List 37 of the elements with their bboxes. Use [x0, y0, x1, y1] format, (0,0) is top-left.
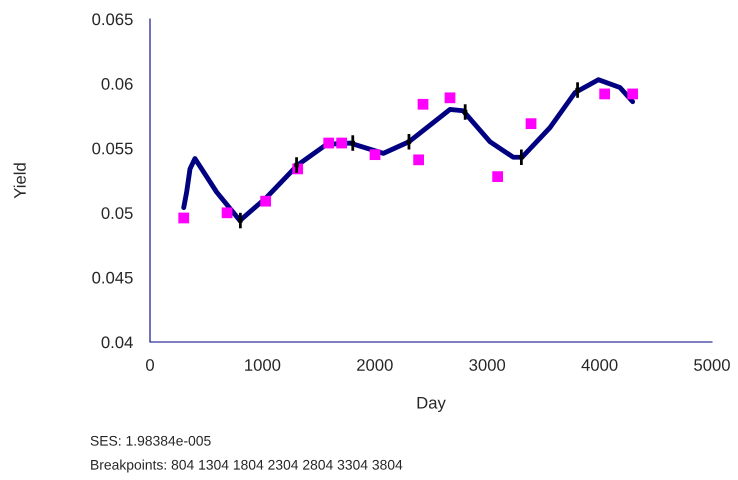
text: SES: 1.98384e-005 [90, 436, 211, 446]
point [370, 149, 380, 160]
y-tick-label: 0.06 [102, 78, 133, 90]
y-tick-label: 0.065 [92, 13, 133, 26]
point [418, 98, 428, 110]
x-tick-label: 4000 [581, 359, 618, 371]
text: Breakpoints: 804 1304 1804 2304 2804 3304 3804 [91, 460, 402, 472]
point [526, 118, 536, 130]
y-tick-label: 0.05 [102, 207, 133, 220]
x-tick-label: 3000 [469, 359, 506, 371]
point [336, 138, 348, 148]
point [627, 88, 638, 100]
point [260, 196, 272, 207]
x-tick-label: 1000 [245, 359, 280, 371]
y-tick-label: 0.045 [92, 272, 133, 284]
point [413, 154, 424, 166]
point [238, 218, 243, 223]
point [599, 88, 610, 100]
point [462, 110, 468, 114]
y-tick-label: 0.055 [92, 142, 133, 154]
x-tick-label: 5000 [694, 359, 730, 371]
point [406, 140, 412, 144]
y-tick-label: 0.04 [102, 336, 133, 348]
y-axis-title: Yield [14, 163, 26, 198]
line-series [181, 77, 636, 223]
point [519, 155, 524, 160]
point [350, 140, 355, 146]
point [323, 138, 334, 148]
x-tick-label: 0 [146, 359, 154, 371]
point [492, 171, 504, 182]
point [294, 162, 299, 168]
point [178, 212, 190, 224]
point [575, 88, 580, 92]
point [444, 92, 456, 104]
x-axis-title: Day [418, 397, 446, 412]
point [222, 207, 232, 218]
x-tick-label: 2000 [357, 359, 393, 371]
